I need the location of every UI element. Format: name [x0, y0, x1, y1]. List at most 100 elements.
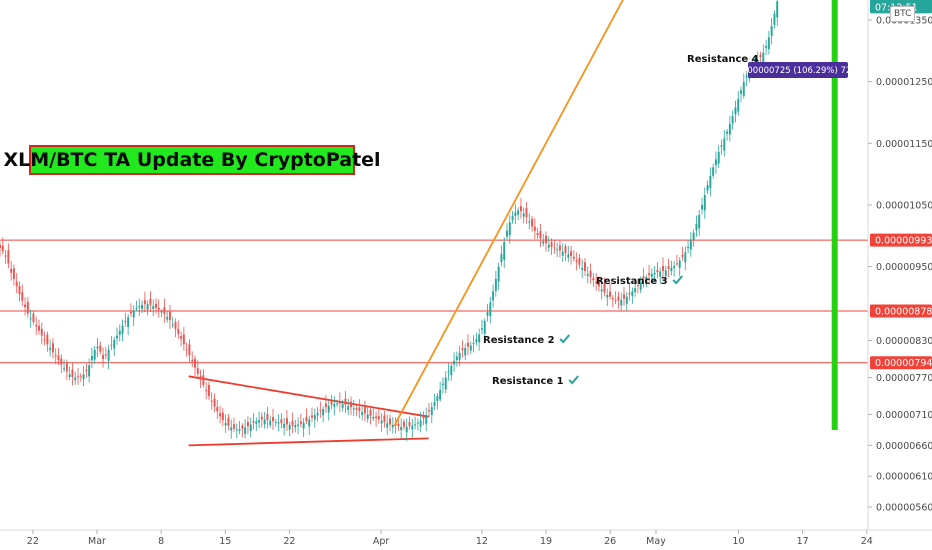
candle-body	[12, 268, 15, 279]
candle-body	[542, 241, 545, 244]
candle-body	[508, 222, 511, 236]
candle-body	[776, 1, 779, 18]
candle-body	[642, 276, 645, 279]
candle-body	[233, 424, 235, 429]
candle-body	[623, 294, 625, 299]
candle-body	[592, 278, 595, 281]
candle-body	[338, 400, 341, 404]
candle-body	[0, 245, 1, 249]
candle-body	[422, 415, 425, 419]
candle-body	[489, 302, 492, 317]
check-icon	[568, 375, 579, 385]
candle-body	[408, 422, 411, 427]
candle-body	[455, 356, 458, 360]
candle-body	[221, 412, 224, 421]
currency-badge[interactable]: BTC	[890, 6, 916, 22]
candle-body	[146, 304, 149, 310]
candle-body	[469, 345, 472, 351]
candle-body	[539, 230, 542, 239]
measure-text: 0.00000725 (106.29%) 725	[739, 66, 856, 76]
triangle-pattern	[188, 375, 429, 447]
candle-body	[49, 347, 52, 350]
candle-body	[545, 235, 547, 244]
resistance2-label: Resistance 2	[483, 335, 555, 346]
candle-body	[180, 336, 183, 339]
time-tick-label: 17	[797, 536, 809, 547]
candle-body	[285, 418, 288, 425]
time-tick-label: Apr	[373, 536, 390, 547]
time-tick-label: 8	[158, 536, 164, 547]
candle-body	[447, 371, 450, 373]
candle-body	[636, 285, 639, 287]
candle-body	[430, 407, 433, 415]
price-tick-label: 0.00001250	[876, 77, 932, 88]
candle-body	[138, 306, 141, 308]
candle-body	[720, 145, 723, 147]
candle-body	[57, 355, 60, 361]
target-bar	[831, 0, 838, 430]
candle-body	[199, 375, 202, 380]
candle-body	[380, 420, 383, 424]
candle-body	[375, 416, 378, 419]
candle-body	[336, 403, 339, 405]
candle-body	[648, 273, 651, 276]
candle-body	[185, 349, 188, 351]
candle-body	[564, 246, 567, 254]
candle-body	[514, 212, 517, 216]
candle-body	[260, 416, 263, 420]
candle-body	[255, 421, 258, 424]
candle-body	[603, 283, 606, 293]
candle-body	[238, 429, 241, 431]
candle-body	[294, 425, 297, 428]
candle-body	[24, 304, 27, 308]
candle-body	[319, 409, 322, 411]
candle-body	[90, 355, 93, 361]
candle-body	[269, 420, 272, 426]
candle-body	[249, 424, 252, 432]
candle-body	[168, 311, 171, 321]
annotations: Resistance 4 Resistance 3 Resistance 2 Resi…	[483, 54, 857, 387]
candle-body	[60, 358, 63, 365]
candle-body	[366, 414, 369, 419]
price-tag-label: 0.00000878	[875, 306, 932, 317]
candle-body	[18, 286, 21, 295]
candle-body	[85, 369, 88, 371]
candle-body	[728, 124, 731, 135]
candle-body	[492, 291, 495, 301]
candle-body	[614, 299, 617, 301]
candle-body	[547, 245, 550, 248]
candle-body	[472, 343, 475, 345]
candle-body	[687, 246, 690, 249]
candle-body	[188, 344, 191, 356]
candle-body	[578, 257, 581, 265]
price-tag	[870, 233, 932, 247]
candle-body	[107, 349, 110, 361]
candle-body	[681, 254, 684, 257]
candle-body	[480, 328, 483, 330]
check-icon	[559, 334, 570, 344]
candle-body	[773, 13, 776, 25]
candle-body	[40, 328, 43, 336]
candle-body	[324, 403, 327, 408]
candle-body	[461, 348, 464, 350]
candle-body	[369, 409, 372, 416]
candle-body	[486, 312, 489, 316]
time-tick-label: 24	[861, 536, 873, 547]
candle-body	[556, 249, 559, 251]
candle-body	[419, 420, 422, 427]
candle-body	[572, 256, 575, 259]
candle-body	[196, 368, 199, 374]
candle-body	[227, 417, 230, 426]
candle-body	[386, 423, 389, 428]
time-tick-label: Mar	[88, 536, 106, 547]
candle-body	[717, 151, 720, 164]
candle-body	[194, 358, 196, 368]
candle-body	[230, 427, 233, 431]
time-tick-label: 26	[604, 536, 616, 547]
candle-body	[74, 377, 77, 381]
candle-body	[742, 82, 745, 96]
candle-body	[210, 400, 213, 402]
